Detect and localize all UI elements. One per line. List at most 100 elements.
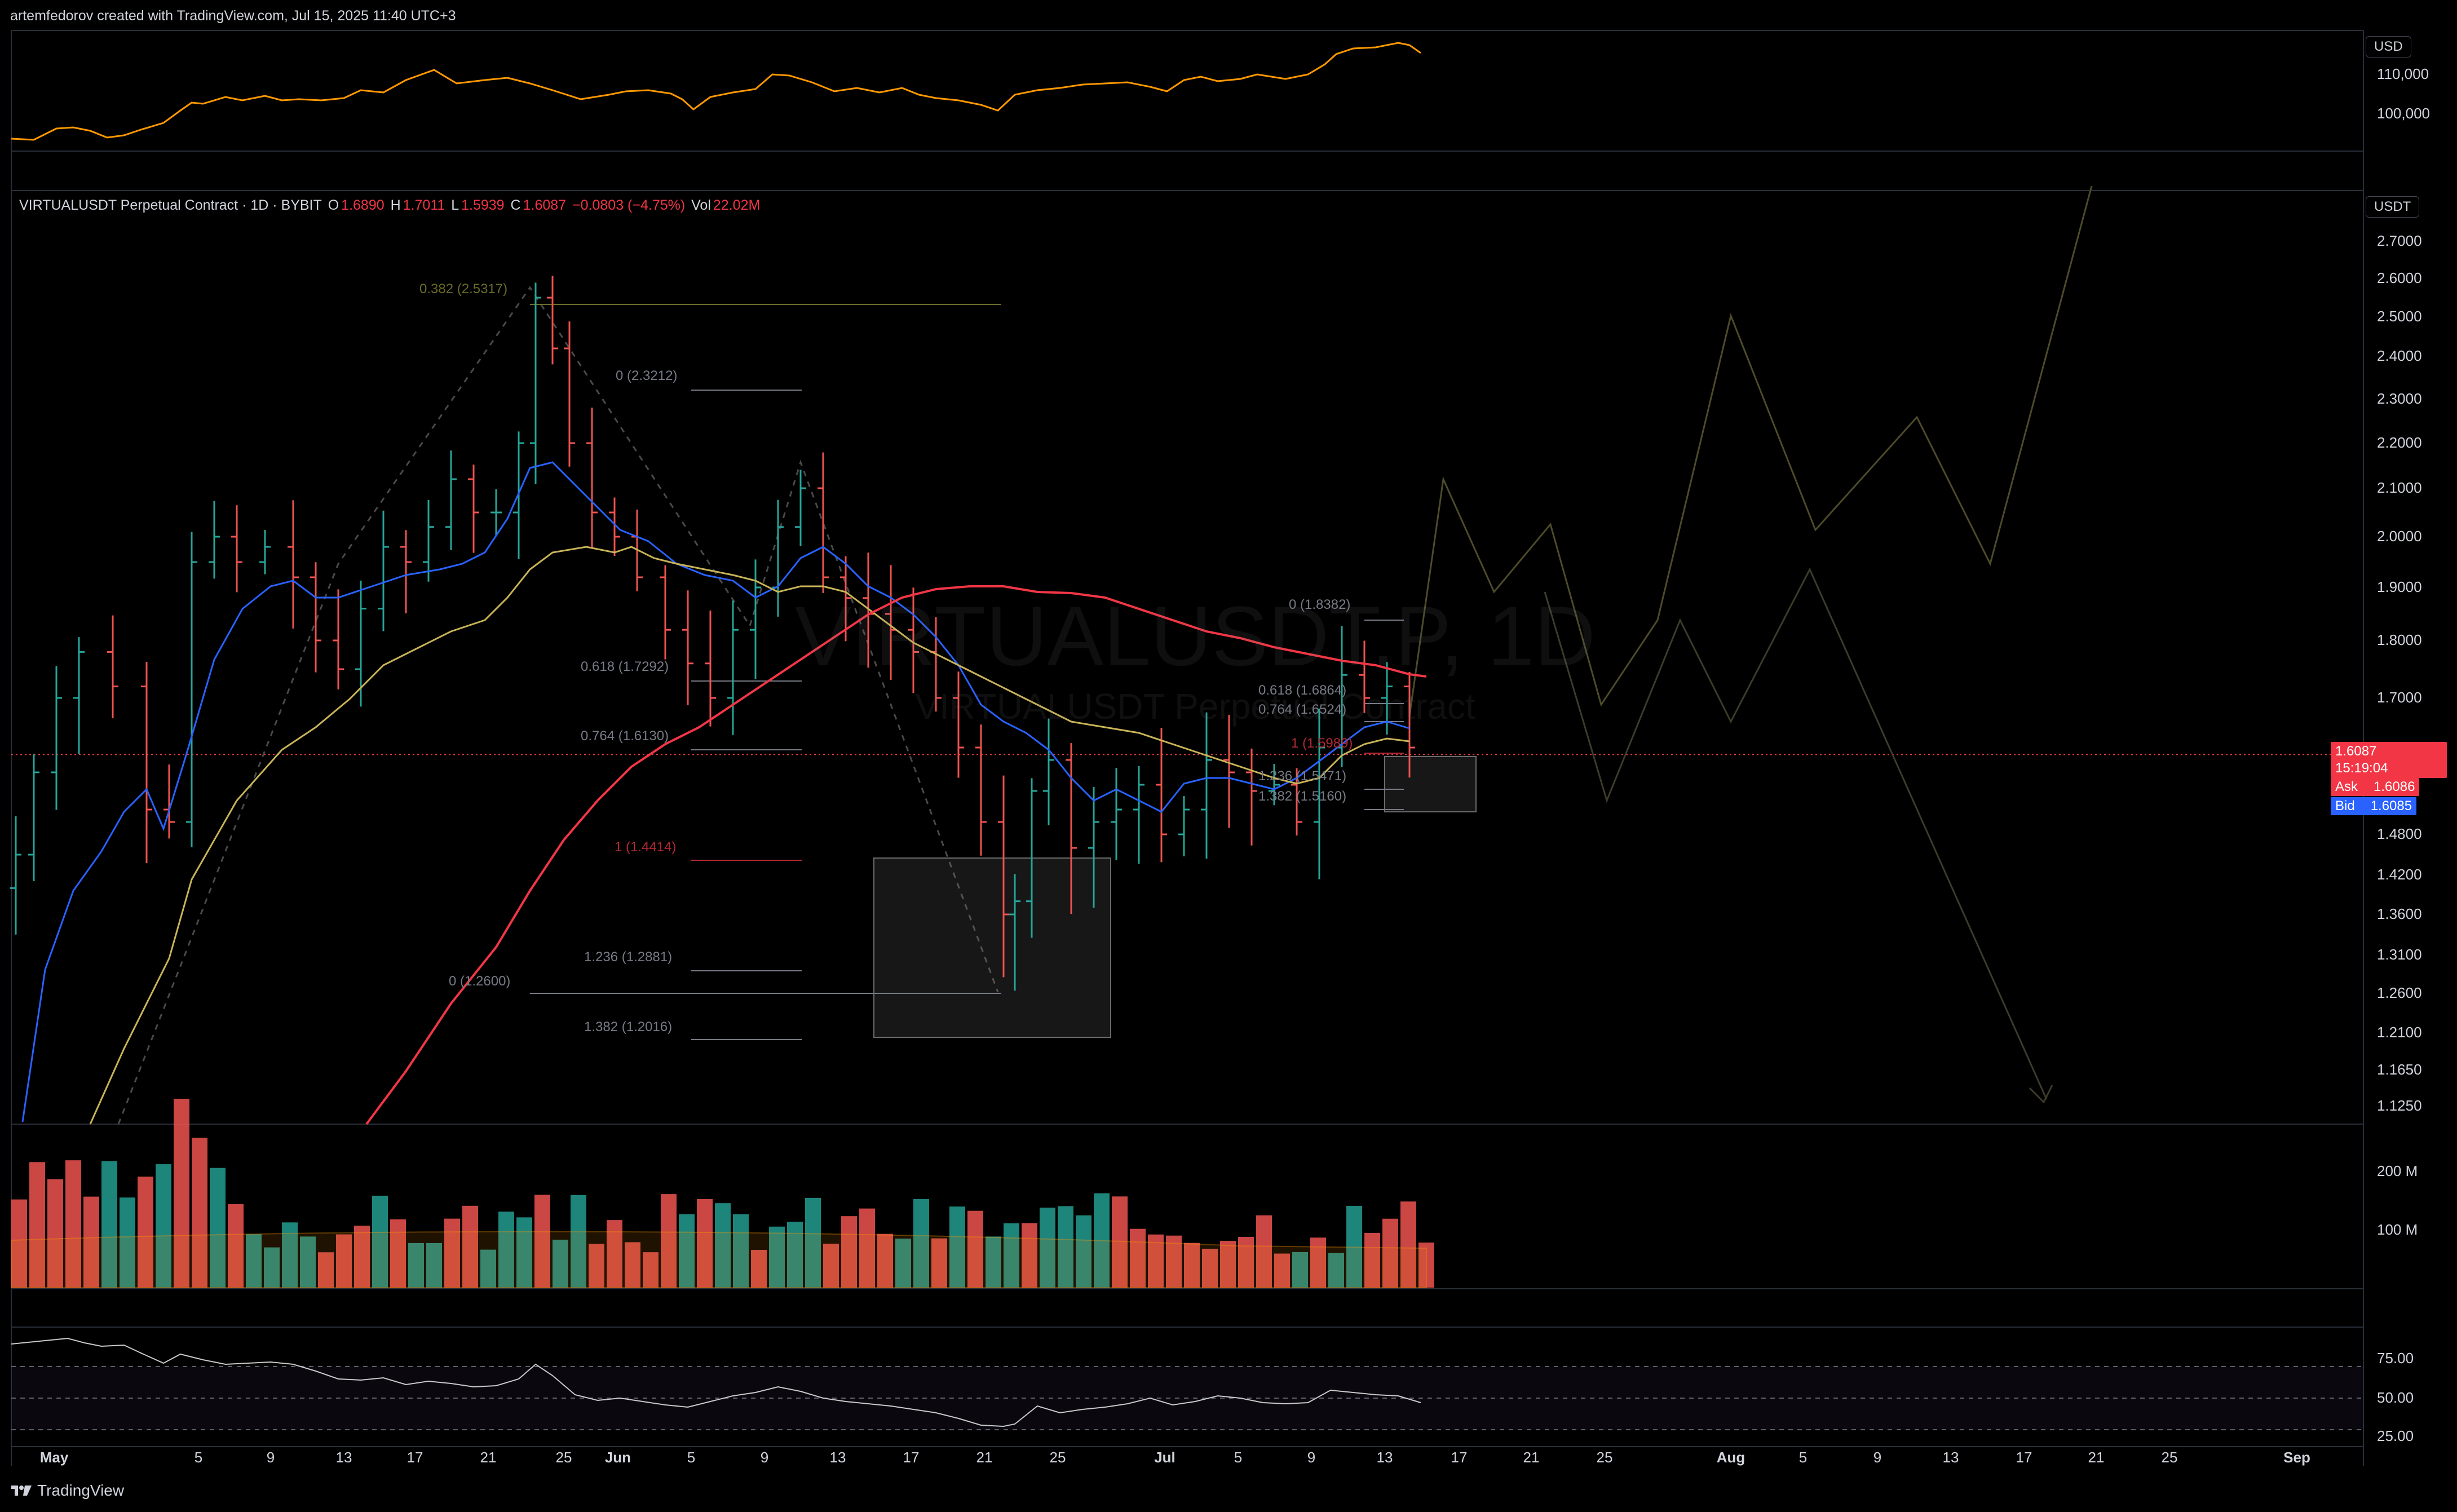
volume-bar xyxy=(372,1195,388,1288)
time-axis-day-label: 13 xyxy=(830,1449,846,1466)
volume-bar xyxy=(841,1216,857,1288)
price-scale-tick: 2.6000 xyxy=(2377,269,2422,286)
price-scale-tick: 2.1000 xyxy=(2377,479,2422,496)
volume-bar xyxy=(65,1160,81,1288)
footer-brand[interactable]: TradingView xyxy=(10,1482,124,1500)
volume-bar xyxy=(1166,1235,1182,1288)
price-scale-tick: 2.5000 xyxy=(2377,308,2422,325)
volume-bar xyxy=(1202,1249,1218,1288)
projection-path-upper xyxy=(1408,185,2093,717)
projection-arrowhead xyxy=(2029,1085,2053,1104)
low-label: L xyxy=(451,197,459,213)
last-price-tag: 1.6087 15:19:04 xyxy=(2331,742,2447,778)
price-scale-tick: 1.4200 xyxy=(2377,866,2422,883)
fib-level-label: 1.382 (1.5160) xyxy=(1258,789,1346,804)
volume-bar xyxy=(192,1138,207,1288)
tradingview-logo-icon xyxy=(11,1486,32,1496)
volume-bar xyxy=(83,1196,99,1288)
demand-zone-box[interactable] xyxy=(873,857,1111,1038)
fib-level-label: 0 (2.3212) xyxy=(616,368,677,383)
fib-level-label: 0.764 (1.6524) xyxy=(1258,702,1346,717)
time-axis-day-label: 13 xyxy=(1943,1449,1959,1466)
volume-bar xyxy=(228,1204,244,1288)
volume-bar xyxy=(715,1203,731,1288)
fib-level-label: 1.236 (1.5471) xyxy=(1258,768,1346,784)
time-axis-day-label: 9 xyxy=(267,1449,275,1466)
volume-bar xyxy=(643,1252,659,1288)
symbol-legend[interactable]: VIRTUALUSDT Perpetual Contract · 1D · BY… xyxy=(19,197,762,214)
ma-yellow-line xyxy=(89,546,1410,1125)
ask-label: Ask xyxy=(2335,779,2358,794)
top-pane-currency-button[interactable]: USD xyxy=(2366,36,2411,58)
volume-bar xyxy=(1220,1241,1236,1288)
volume-bar xyxy=(859,1208,875,1288)
fib-level-label: 0 (1.8382) xyxy=(1289,597,1350,612)
rsi-line xyxy=(11,1337,1421,1427)
volume-bar xyxy=(408,1243,424,1288)
volume-bar xyxy=(751,1250,767,1288)
volume-bar xyxy=(174,1098,189,1288)
volume-bar xyxy=(553,1239,568,1288)
volume-bar xyxy=(300,1236,316,1288)
volume-value: 22.02M xyxy=(713,197,761,213)
time-axis-day-label: 17 xyxy=(407,1449,423,1466)
volume-bar xyxy=(895,1239,911,1288)
volume-bar xyxy=(426,1243,442,1288)
volume-bar xyxy=(138,1177,153,1288)
volume-bar xyxy=(156,1164,171,1288)
volume-bar xyxy=(1184,1243,1200,1288)
volume-bar xyxy=(931,1238,947,1288)
volume-bar xyxy=(1130,1228,1146,1288)
volume-bar xyxy=(1112,1196,1128,1288)
main-pane-currency-button[interactable]: USDT xyxy=(2366,196,2420,218)
high-value: 1.7011 xyxy=(403,197,445,213)
price-scale-tick: 1.3600 xyxy=(2377,905,2422,922)
high-label: H xyxy=(390,197,401,213)
brand-name: TradingView xyxy=(37,1482,125,1499)
volume-bar xyxy=(534,1195,550,1288)
fib-level-label: 1.382 (1.2016) xyxy=(584,1019,672,1034)
time-axis-month-label: Jun xyxy=(605,1449,631,1466)
time-axis-day-label: 9 xyxy=(1307,1449,1315,1466)
volume-bar xyxy=(354,1226,370,1288)
low-value: 1.5939 xyxy=(461,197,505,213)
time-axis-month-label: Sep xyxy=(2283,1449,2310,1466)
fib-level-label: 0 (1.2600) xyxy=(449,974,510,989)
time-axis-day-label: 5 xyxy=(1799,1449,1807,1466)
time-axis-day-label: 25 xyxy=(556,1449,572,1466)
time-axis-day-label: 9 xyxy=(1873,1449,1881,1466)
time-axis-day-label: 25 xyxy=(1597,1449,1613,1466)
volume-bar xyxy=(1256,1215,1272,1288)
volume-bar xyxy=(986,1236,1001,1288)
time-axis-day-label: 17 xyxy=(903,1449,920,1466)
target-zone-box[interactable] xyxy=(1384,756,1477,812)
price-scale-tick: 1.4800 xyxy=(2377,825,2422,842)
price-scale-tick: 1.9000 xyxy=(2377,578,2422,595)
ask-tag: Ask 1.6086 xyxy=(2331,778,2420,796)
volume-bar xyxy=(625,1242,640,1288)
volume-bar xyxy=(120,1197,135,1288)
symbol-name[interactable]: VIRTUALUSDT Perpetual Contract · 1D · BY… xyxy=(19,197,322,213)
volume-bar xyxy=(589,1244,604,1288)
volume-bar xyxy=(29,1162,45,1288)
fib-level-label: 1 (1.4414) xyxy=(615,839,676,855)
ma-blue-line xyxy=(21,461,1410,1122)
volume-bar xyxy=(1058,1206,1073,1288)
fib-level-label: 0.764 (1.6130) xyxy=(581,728,669,744)
volume-bar xyxy=(1346,1205,1362,1288)
time-axis-day-label: 21 xyxy=(2088,1449,2105,1466)
time-axis-day-label: 21 xyxy=(976,1449,993,1466)
bid-label: Bid xyxy=(2335,798,2355,814)
price-scale-tick: 2.0000 xyxy=(2377,528,2422,545)
volume-bar xyxy=(1274,1253,1290,1288)
close-value: 1.6087 xyxy=(523,197,567,213)
time-axis-day-label: 13 xyxy=(1377,1449,1393,1466)
time-axis-day-label: 5 xyxy=(687,1449,695,1466)
top-scale-tick: 110,000 xyxy=(2377,65,2429,82)
open-label: O xyxy=(328,197,339,213)
chart-caption: artemfedorov created with TradingView.co… xyxy=(10,8,456,24)
price-scale-tick: 1.2100 xyxy=(2377,1024,2422,1041)
volume-scale-tick: 200 M xyxy=(2377,1162,2418,1179)
time-axis-day-label: 5 xyxy=(1234,1449,1242,1466)
